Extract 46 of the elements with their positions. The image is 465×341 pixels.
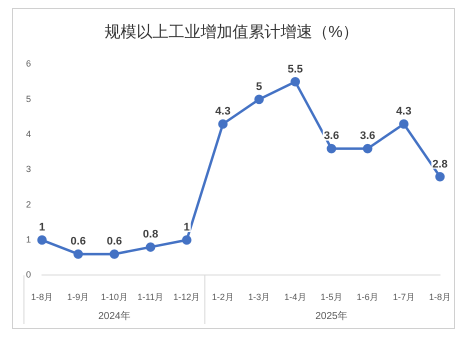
point [182,235,192,245]
x-tick-label: 1-4月 [284,292,306,302]
x-tick-label: 1-3月 [248,292,270,302]
point [37,235,47,245]
point [254,94,264,104]
data-label: 0.6 [106,236,122,248]
text: 2024年 [98,310,130,322]
x-tick-label: 1-8月 [31,292,54,302]
y-tick-label: 4 [26,129,32,140]
point [326,144,336,154]
data-label: 0.6 [70,236,86,248]
y-tick-label: 2 [26,199,32,210]
y-tick-label: 6 [26,58,32,69]
point [435,172,445,182]
data-label: 5.5 [288,63,303,76]
data-label: 3.6 [360,130,376,142]
x-tick-label: 1-5月 [320,292,342,302]
x-tick-label: 1-7月 [392,292,415,302]
point [218,119,228,129]
x-tick-label: 1-9月 [67,292,90,302]
x-tick-label: 1-12月 [173,292,200,302]
point [110,249,120,259]
x-tick-label: 1-6月 [356,292,379,302]
chart-title: 规模以上工业增加值累计增速（%） [104,23,359,42]
point [73,249,83,259]
x-tick-label: 1-11月 [137,292,164,302]
y-tick-label: 3 [26,164,32,174]
y-tick-label: 5 [26,94,32,104]
data-label: 1 [38,222,46,234]
data-label: 4.3 [215,106,231,118]
data-label: 3.6 [324,130,340,142]
text: 2025年 [315,310,348,322]
data-label: 1 [184,222,190,234]
point [362,144,372,154]
point [290,77,300,87]
x-tick-label: 1-10月 [100,292,128,302]
data-label: 5 [256,80,262,93]
y-tick-label: 1 [26,234,32,245]
point [146,242,156,252]
x-tick-label: 1-2月 [212,292,234,302]
data-label: 2.8 [432,158,448,170]
point [399,119,409,129]
data-label: 0.8 [142,228,158,241]
data-label: 4.3 [396,106,412,118]
x-tick-label: 1-8月 [428,292,452,302]
y-tick-label: 0 [26,270,32,280]
